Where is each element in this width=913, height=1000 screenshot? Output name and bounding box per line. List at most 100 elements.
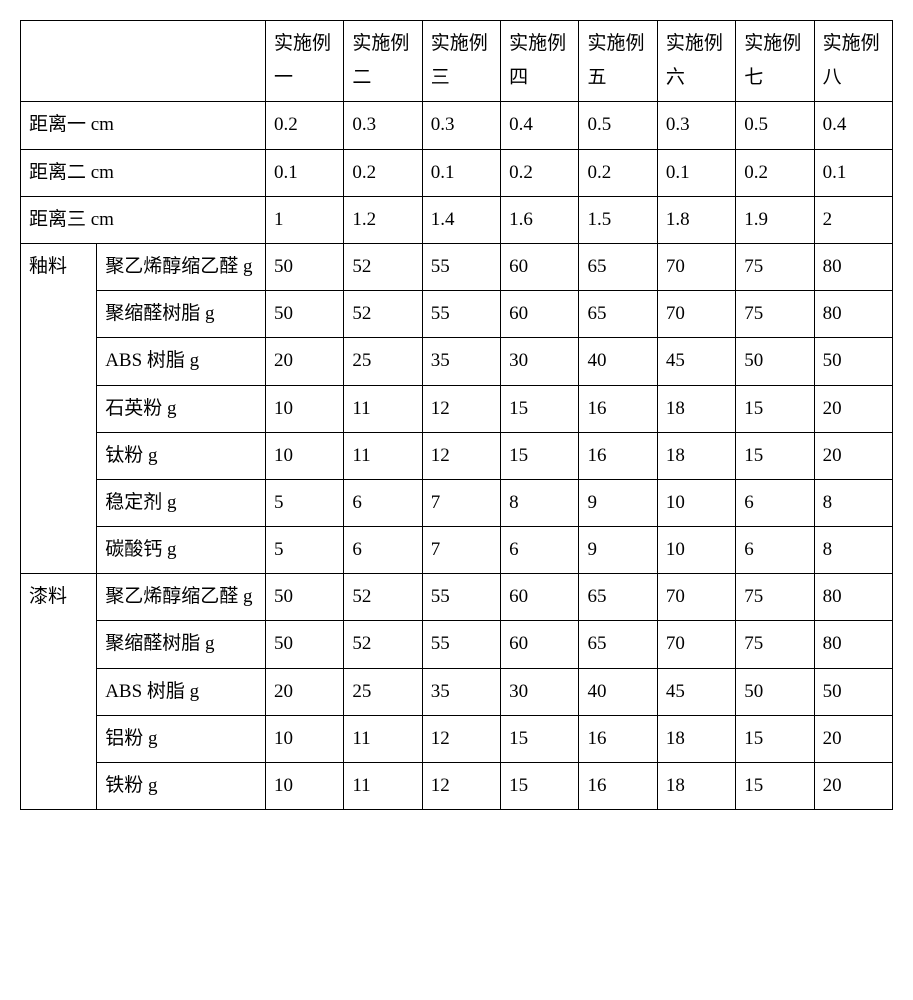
cell: 6 (344, 479, 422, 526)
row-label: 距离二 cm (21, 149, 266, 196)
cell: 65 (579, 291, 657, 338)
cell: 1.6 (501, 196, 579, 243)
cell: 20 (814, 715, 892, 762)
cell: 1.2 (344, 196, 422, 243)
cell: 20 (814, 385, 892, 432)
cell: 52 (344, 621, 422, 668)
table-row: 距离二 cm 0.1 0.2 0.1 0.2 0.2 0.1 0.2 0.1 (21, 149, 893, 196)
cell: 65 (579, 621, 657, 668)
cell: 9 (579, 479, 657, 526)
cell: 6 (344, 527, 422, 574)
cell: 1.4 (422, 196, 500, 243)
cell: 0.5 (579, 102, 657, 149)
group-label: 釉料 (21, 243, 97, 573)
cell: 12 (422, 715, 500, 762)
cell: 6 (736, 479, 814, 526)
cell: 6 (501, 527, 579, 574)
cell: 60 (501, 621, 579, 668)
table-row: 距离三 cm 1 1.2 1.4 1.6 1.5 1.8 1.9 2 (21, 196, 893, 243)
cell: 16 (579, 385, 657, 432)
cell: 0.1 (265, 149, 343, 196)
cell: 1.9 (736, 196, 814, 243)
cell: 55 (422, 574, 500, 621)
cell: 0.4 (814, 102, 892, 149)
cell: 8 (814, 479, 892, 526)
cell: 35 (422, 338, 500, 385)
cell: 11 (344, 763, 422, 810)
cell: 70 (657, 621, 735, 668)
cell: 1 (265, 196, 343, 243)
cell: 11 (344, 715, 422, 762)
col-header: 实施例七 (736, 21, 814, 102)
cell: 10 (265, 432, 343, 479)
table-row: 漆料 聚乙烯醇缩乙醛 g 50 52 55 60 65 70 75 80 (21, 574, 893, 621)
cell: 52 (344, 243, 422, 290)
cell: 25 (344, 338, 422, 385)
row-label: 石英粉 g (97, 385, 266, 432)
cell: 5 (265, 479, 343, 526)
cell: 0.3 (344, 102, 422, 149)
cell: 7 (422, 527, 500, 574)
cell: 0.1 (422, 149, 500, 196)
group-label: 漆料 (21, 574, 97, 810)
cell: 80 (814, 621, 892, 668)
cell: 75 (736, 243, 814, 290)
table-row: 碳酸钙 g 5 6 7 6 9 10 6 8 (21, 527, 893, 574)
col-header: 实施例三 (422, 21, 500, 102)
cell: 75 (736, 574, 814, 621)
cell: 18 (657, 715, 735, 762)
cell: 55 (422, 621, 500, 668)
cell: 10 (265, 385, 343, 432)
cell: 11 (344, 432, 422, 479)
cell: 2 (814, 196, 892, 243)
row-label: 钛粉 g (97, 432, 266, 479)
cell: 12 (422, 763, 500, 810)
cell: 65 (579, 574, 657, 621)
cell: 60 (501, 574, 579, 621)
cell: 75 (736, 621, 814, 668)
cell: 52 (344, 574, 422, 621)
cell: 8 (501, 479, 579, 526)
cell: 0.3 (657, 102, 735, 149)
cell: 45 (657, 338, 735, 385)
cell: 0.4 (501, 102, 579, 149)
cell: 16 (579, 763, 657, 810)
col-header: 实施例一 (265, 21, 343, 102)
row-label: 碳酸钙 g (97, 527, 266, 574)
header-blank (21, 21, 266, 102)
cell: 18 (657, 763, 735, 810)
cell: 15 (501, 385, 579, 432)
cell: 8 (814, 527, 892, 574)
cell: 15 (501, 715, 579, 762)
cell: 50 (265, 574, 343, 621)
cell: 15 (736, 763, 814, 810)
cell: 0.3 (422, 102, 500, 149)
col-header: 实施例四 (501, 21, 579, 102)
cell: 12 (422, 432, 500, 479)
cell: 0.2 (344, 149, 422, 196)
cell: 52 (344, 291, 422, 338)
cell: 18 (657, 432, 735, 479)
cell: 20 (814, 432, 892, 479)
cell: 7 (422, 479, 500, 526)
cell: 25 (344, 668, 422, 715)
col-header: 实施例六 (657, 21, 735, 102)
table-row: 距离一 cm 0.2 0.3 0.3 0.4 0.5 0.3 0.5 0.4 (21, 102, 893, 149)
table-row: 釉料 聚乙烯醇缩乙醛 g 50 52 55 60 65 70 75 80 (21, 243, 893, 290)
cell: 10 (657, 479, 735, 526)
cell: 1.8 (657, 196, 735, 243)
cell: 45 (657, 668, 735, 715)
cell: 15 (501, 432, 579, 479)
cell: 0.2 (501, 149, 579, 196)
cell: 15 (736, 432, 814, 479)
cell: 15 (501, 763, 579, 810)
cell: 0.2 (265, 102, 343, 149)
row-label: 聚缩醛树脂 g (97, 621, 266, 668)
cell: 50 (814, 668, 892, 715)
row-label: 聚乙烯醇缩乙醛 g (97, 574, 266, 621)
cell: 10 (265, 763, 343, 810)
cell: 30 (501, 338, 579, 385)
cell: 5 (265, 527, 343, 574)
cell: 75 (736, 291, 814, 338)
cell: 50 (736, 668, 814, 715)
